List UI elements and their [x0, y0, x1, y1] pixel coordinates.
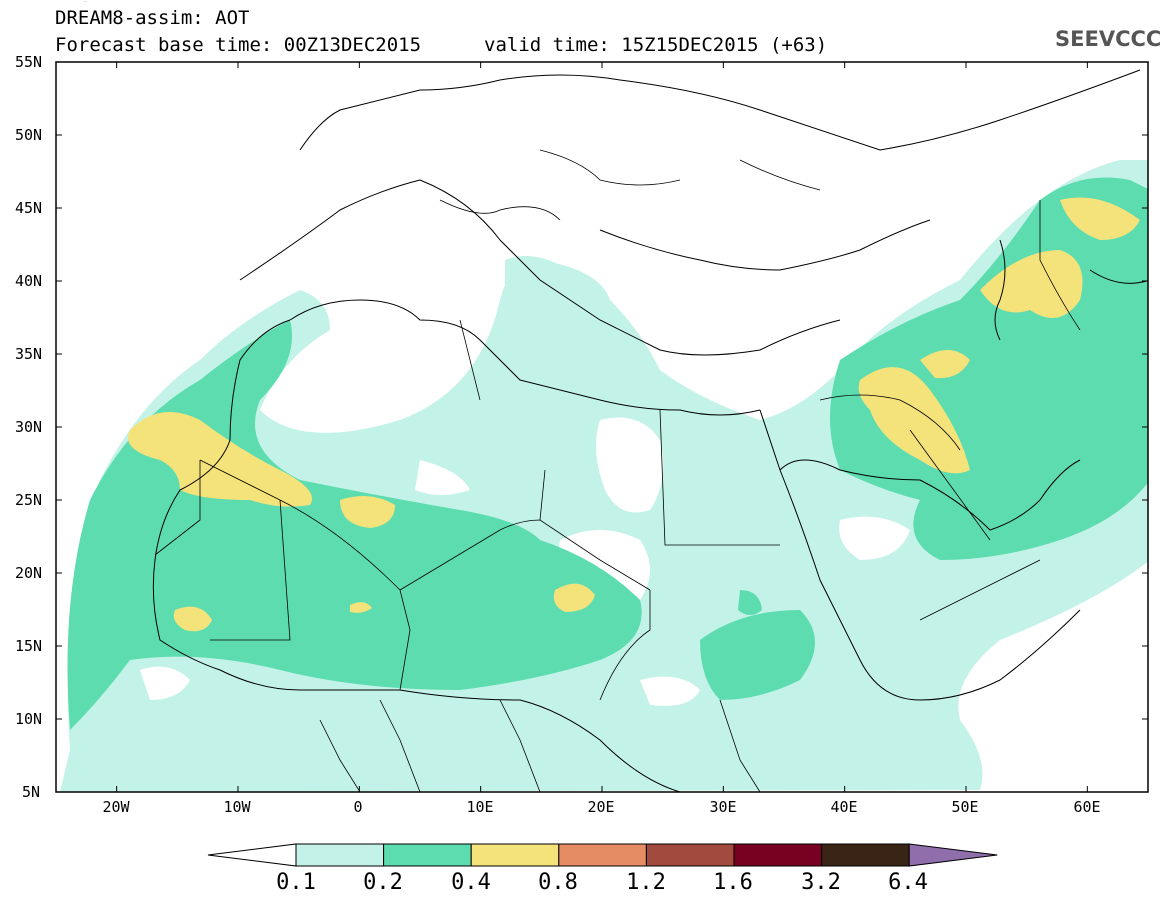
lon-label: 30E	[709, 798, 737, 816]
lat-label: 30N	[15, 418, 43, 436]
map-title: DREAM8-assim: AOT	[55, 7, 250, 29]
lat-label: 40N	[15, 272, 43, 290]
lat-label: 45N	[15, 199, 43, 217]
colorbar-label: 3.2	[801, 870, 841, 895]
colorbar-label: 1.2	[626, 870, 666, 895]
lon-label: 20E	[587, 798, 615, 816]
lon-label: 20W	[102, 798, 130, 816]
colorbar-label: 0.8	[538, 870, 578, 895]
lat-label: 25N	[15, 491, 43, 509]
colorbar-label: 0.4	[451, 870, 491, 895]
lon-label: 10W	[223, 798, 251, 816]
lat-label: 15N	[15, 637, 43, 655]
colorbar-label: 6.4	[888, 870, 928, 895]
lat-label: 20N	[15, 564, 43, 582]
country-borders	[154, 149, 1081, 792]
lat-label: 50N	[15, 126, 43, 144]
lat-label: 10N	[15, 710, 43, 728]
lon-label: 40E	[830, 798, 858, 816]
lat-label: 35N	[15, 345, 43, 363]
lon-label: 10E	[466, 798, 494, 816]
logo-text: SEEVCCC	[1055, 27, 1162, 51]
colorbar-label: 1.6	[713, 870, 753, 895]
lat-label: 5N	[22, 783, 41, 801]
colorbar-label: 0.1	[276, 870, 316, 895]
coastlines	[152, 69, 1148, 792]
lon-label: 60E	[1073, 798, 1101, 816]
lat-label: 55N	[15, 53, 43, 71]
valid-time: valid time: 15Z15DEC2015 (+63)	[484, 34, 828, 56]
colorbar-label: 0.2	[363, 870, 403, 895]
lon-label: 0	[353, 798, 363, 816]
axis-ticks	[56, 61, 1148, 793]
forecast-base-time: Forecast base time: 00Z13DEC2015	[55, 34, 422, 56]
lon-label: 50E	[951, 798, 979, 816]
